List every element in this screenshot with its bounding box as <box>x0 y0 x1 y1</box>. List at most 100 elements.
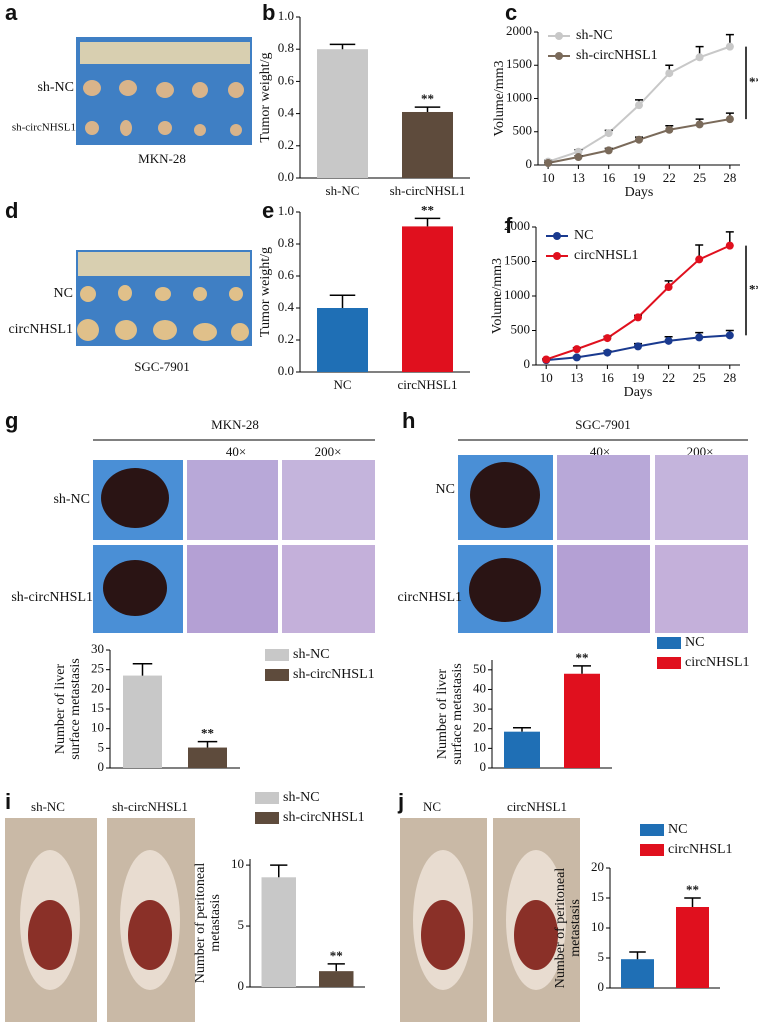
data-point <box>635 101 643 110</box>
legend-swatch <box>640 824 664 836</box>
x-tick-label: 19 <box>632 370 645 385</box>
data-point <box>604 146 613 155</box>
x-tick-label: 25 <box>693 170 706 185</box>
panel-letter: d <box>5 198 18 223</box>
y-tick-label: 15 <box>591 889 604 904</box>
y-axis-label: Number of liver <box>435 669 450 760</box>
panel-letter: e <box>262 198 274 223</box>
error-bar <box>414 106 441 112</box>
y-tick-label: 15 <box>91 700 104 715</box>
x-tick-label: 13 <box>572 170 585 185</box>
legend-label: sh-NC <box>283 790 320 805</box>
data-point <box>725 42 734 51</box>
legend-label: sh-circNHSL1 <box>283 810 365 825</box>
y-axis-label: Volume/mm3 <box>490 258 505 334</box>
bar <box>261 877 296 987</box>
bar <box>504 731 540 768</box>
x-tick-label: 19 <box>633 170 646 185</box>
row-label: circNHSL1 <box>397 590 462 605</box>
x-tick-label: circNHSL1 <box>398 377 458 392</box>
bar <box>676 907 709 988</box>
tumor-photo <box>76 37 252 145</box>
legend-label: circNHSL1 <box>574 248 639 263</box>
y-tick-label: 0.4 <box>278 299 295 314</box>
data-point <box>665 69 674 78</box>
y-tick-label: 0.0 <box>278 363 294 378</box>
y-tick-label: 2000 <box>504 218 530 233</box>
photo-header: MKN-28 <box>211 417 259 432</box>
x-tick-label: 25 <box>693 370 706 385</box>
error-bar <box>270 864 288 878</box>
legend-swatch <box>255 812 279 824</box>
bar <box>564 673 600 768</box>
y-tick-label: 50 <box>473 661 486 676</box>
panel-letter: f <box>505 213 513 238</box>
y-tick-label: 25 <box>91 661 104 676</box>
error-bar <box>513 726 531 732</box>
data-point <box>572 353 581 362</box>
x-tick-label: 16 <box>602 170 616 185</box>
y-tick-label: 0 <box>480 759 487 774</box>
y-tick-label: 500 <box>513 123 533 138</box>
y-tick-label: 0.4 <box>278 105 295 120</box>
legend-swatch <box>657 657 681 669</box>
data-point <box>574 153 583 162</box>
data-point <box>572 345 581 354</box>
legend-label: circNHSL1 <box>668 842 733 857</box>
y-axis-label: surface metastasis <box>68 658 83 759</box>
legend-label: NC <box>574 228 593 243</box>
significance: ** <box>749 281 758 296</box>
x-tick-label: 28 <box>723 170 736 185</box>
legend-marker <box>555 32 563 40</box>
y-tick-label: 0 <box>524 356 531 371</box>
significance: ** <box>421 202 434 217</box>
x-axis-label: Days <box>625 185 654 200</box>
significance: ** <box>421 91 434 106</box>
legend-swatch <box>265 649 289 661</box>
data-point <box>664 283 673 292</box>
x-tick-label: sh-NC <box>326 183 360 198</box>
data-point <box>695 53 704 62</box>
data-point <box>542 355 551 364</box>
legend-label: sh-circNHSL1 <box>293 667 375 682</box>
y-tick-label: 10 <box>473 739 486 754</box>
x-tick-label: 16 <box>601 370 615 385</box>
data-point <box>695 255 704 264</box>
y-tick-label: 5 <box>598 949 605 964</box>
y-tick-label: 0.0 <box>278 169 294 184</box>
row-label: sh-NC <box>53 492 90 507</box>
y-tick-label: 0 <box>598 979 605 994</box>
legend-marker <box>555 52 563 60</box>
column-label: 40× <box>226 444 246 459</box>
x-tick-label: 13 <box>570 370 583 385</box>
y-tick-label: 0 <box>238 978 245 993</box>
x-tick-label: 22 <box>662 370 675 385</box>
legend-label: sh-circNHSL1 <box>576 48 658 63</box>
significance: ** <box>749 74 758 89</box>
x-axis-label: Days <box>624 385 653 400</box>
y-tick-label: 10 <box>91 720 104 735</box>
y-tick-label: 0.2 <box>278 331 294 346</box>
bar <box>621 959 654 988</box>
y-tick-label: 1000 <box>506 89 532 104</box>
panel-letter: j <box>397 789 404 814</box>
error-bar <box>132 663 153 676</box>
row-label: sh-circNHSL1 <box>11 590 93 605</box>
legend-swatch <box>255 792 279 804</box>
y-tick-label: 20 <box>91 680 104 695</box>
error-bar <box>327 963 345 972</box>
error-bar <box>629 951 646 960</box>
data-point <box>725 241 734 250</box>
liver-photos <box>93 460 375 633</box>
x-tick-label: sh-circNHSL1 <box>390 183 466 198</box>
y-tick-label: 1.0 <box>278 8 294 23</box>
x-tick-label: 22 <box>663 170 676 185</box>
row-label: sh-NC <box>37 80 74 95</box>
y-axis-label: Volume/mm3 <box>492 61 507 137</box>
legend-swatch <box>640 844 664 856</box>
error-bar <box>329 294 356 308</box>
y-tick-label: 0.6 <box>278 267 295 282</box>
panel-letter: b <box>262 0 275 25</box>
y-tick-label: 1500 <box>506 56 532 71</box>
